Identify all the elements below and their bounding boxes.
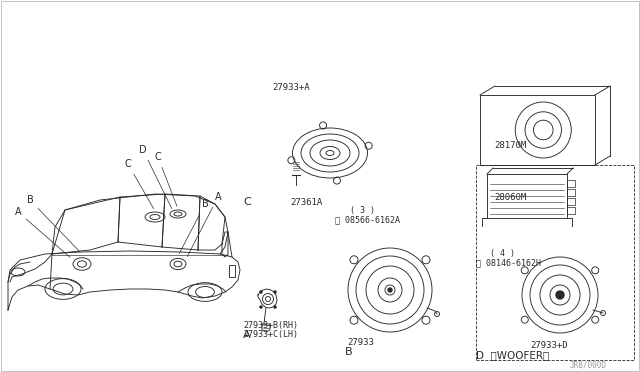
Circle shape bbox=[259, 305, 262, 308]
Text: 27933+C(LH): 27933+C(LH) bbox=[243, 330, 298, 339]
Text: B: B bbox=[179, 199, 209, 254]
Bar bbox=[567, 189, 575, 196]
Text: C: C bbox=[125, 159, 154, 209]
Circle shape bbox=[273, 291, 276, 294]
Text: A: A bbox=[15, 207, 70, 257]
Bar bbox=[567, 180, 575, 187]
Bar bbox=[229, 265, 235, 277]
Text: ( 4 ): ( 4 ) bbox=[490, 249, 515, 258]
Circle shape bbox=[273, 305, 276, 308]
Text: 27933: 27933 bbox=[347, 338, 374, 347]
Text: A: A bbox=[188, 192, 221, 257]
Bar bbox=[487, 174, 567, 218]
Text: ( 3 ): ( 3 ) bbox=[350, 206, 375, 215]
Text: JR8/000D: JR8/000D bbox=[570, 361, 607, 370]
Text: Ⓢ 08146-6162H: Ⓢ 08146-6162H bbox=[476, 258, 541, 267]
Bar bbox=[476, 165, 634, 360]
Text: 27933+D: 27933+D bbox=[530, 341, 568, 350]
Bar bbox=[567, 207, 575, 214]
Text: C: C bbox=[243, 197, 251, 207]
Text: A: A bbox=[243, 330, 251, 340]
Text: 27933+A: 27933+A bbox=[272, 83, 310, 92]
Circle shape bbox=[259, 291, 262, 294]
Text: C: C bbox=[155, 152, 177, 206]
Circle shape bbox=[556, 291, 564, 299]
Text: Ⓢ 08566-6162A: Ⓢ 08566-6162A bbox=[335, 215, 400, 224]
Text: B: B bbox=[27, 195, 80, 252]
Text: 28170M: 28170M bbox=[494, 141, 526, 150]
Text: D  〈WOOFER〉: D 〈WOOFER〉 bbox=[476, 350, 549, 360]
Text: 27361A: 27361A bbox=[290, 198, 323, 207]
Bar bbox=[567, 198, 575, 205]
Circle shape bbox=[388, 288, 392, 292]
Text: 28060M: 28060M bbox=[494, 193, 526, 202]
Text: B: B bbox=[345, 347, 353, 357]
Bar bbox=[480, 95, 595, 165]
Text: D: D bbox=[139, 145, 172, 209]
Text: 27933+B(RH): 27933+B(RH) bbox=[243, 321, 298, 330]
